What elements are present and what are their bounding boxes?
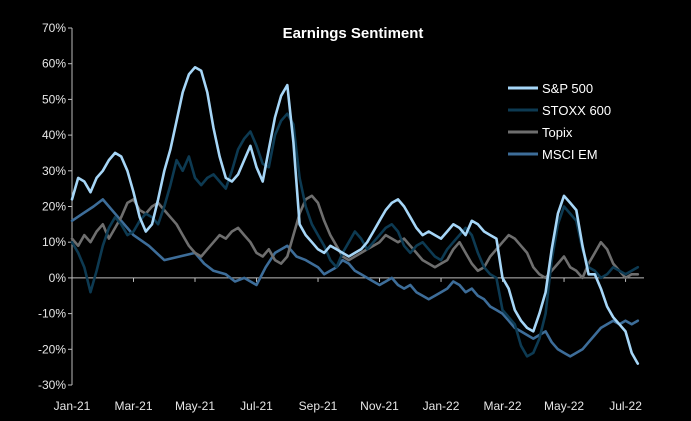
legend: S&P 500 STOXX 600 Topix MSCI EM — [508, 81, 611, 162]
y-tick-label: 30% — [42, 164, 66, 178]
x-tick-label: Sep-21 — [299, 399, 338, 413]
y-tick-label: -20% — [38, 342, 66, 356]
axes: 70% 60% 50% 40% 30% 20% 10% 0% -10% -20% -30% Jan-2… — [38, 21, 644, 413]
x-tick-label: Jan-21 — [54, 399, 91, 413]
series-line-msci-em — [70, 198, 640, 358]
series-line-topix — [70, 194, 640, 280]
y-tick-label: 10% — [42, 235, 66, 249]
y-tick-label: 60% — [42, 57, 66, 71]
series-line-s-p-500 — [70, 66, 640, 365]
y-tick-label: 50% — [42, 92, 66, 106]
x-tick-label: Mar-22 — [484, 399, 522, 413]
legend-label-msci-em: MSCI EM — [542, 147, 598, 162]
y-tick-label: 70% — [42, 21, 66, 35]
legend-label-stoxx-600: STOXX 600 — [542, 103, 611, 118]
x-tick-label: Jul-22 — [609, 399, 642, 413]
y-tick-label: 0% — [49, 271, 67, 285]
legend-label-s-p-500: S&P 500 — [542, 81, 593, 96]
series-lines — [70, 66, 640, 365]
y-tick-label: 20% — [42, 200, 66, 214]
series-line-stoxx-600 — [70, 112, 640, 358]
x-tick-label: Jan-22 — [423, 399, 460, 413]
y-tick-label: -30% — [38, 378, 66, 392]
y-tick-label: -10% — [38, 307, 66, 321]
x-tick-label: May-22 — [544, 399, 584, 413]
x-tick-label: Nov-21 — [360, 399, 399, 413]
x-tick-label: Jul-21 — [240, 399, 273, 413]
chart-title: Earnings Sentiment — [283, 25, 424, 42]
y-tick-label: 40% — [42, 128, 66, 142]
legend-label-topix: Topix — [542, 125, 573, 140]
x-tick-label: Mar-21 — [114, 399, 152, 413]
x-tick-label: May-21 — [175, 399, 215, 413]
